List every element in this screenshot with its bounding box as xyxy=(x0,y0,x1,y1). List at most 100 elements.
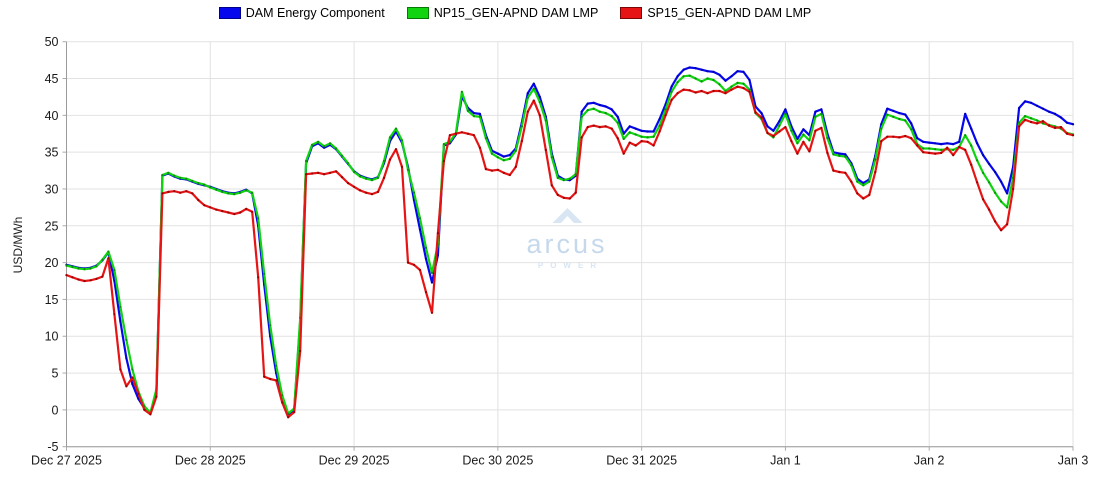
data-point-sp15-gen-apnd-dam-lmp xyxy=(544,148,547,151)
data-point-sp15-gen-apnd-dam-lmp xyxy=(1065,132,1069,135)
data-point-np15-gen-apnd-dam-lmp xyxy=(167,171,170,174)
data-point-dam-energy-component xyxy=(760,112,763,115)
data-point-dam-energy-component xyxy=(119,320,122,323)
data-point-np15-gen-apnd-dam-lmp xyxy=(784,112,787,115)
data-point-sp15-gen-apnd-dam-lmp xyxy=(1030,120,1033,124)
data-point-sp15-gen-apnd-dam-lmp xyxy=(928,151,931,154)
data-point-dam-energy-component xyxy=(916,137,919,140)
data-point-np15-gen-apnd-dam-lmp xyxy=(628,131,631,134)
legend-item-np15-gen-apnd-dam-lmp[interactable]: NP15_GEN-APND DAM LMP xyxy=(406,6,598,20)
data-point-sp15-gen-apnd-dam-lmp xyxy=(269,377,272,381)
data-point-np15-gen-apnd-dam-lmp xyxy=(796,142,799,145)
data-point-dam-energy-component xyxy=(125,357,128,360)
data-point-sp15-gen-apnd-dam-lmp xyxy=(652,144,655,147)
data-point-sp15-gen-apnd-dam-lmp xyxy=(406,261,410,264)
legend: DAM Energy Component NP15_GEN-APND DAM LM… xyxy=(0,6,1030,20)
data-point-np15-gen-apnd-dam-lmp xyxy=(808,139,811,142)
data-point-sp15-gen-apnd-dam-lmp xyxy=(496,168,499,171)
data-point-np15-gen-apnd-dam-lmp xyxy=(257,217,260,220)
data-point-np15-gen-apnd-dam-lmp xyxy=(370,179,374,182)
data-point-sp15-gen-apnd-dam-lmp xyxy=(65,274,68,277)
data-point-sp15-gen-apnd-dam-lmp xyxy=(173,190,176,193)
data-point-dam-energy-component xyxy=(1024,100,1027,103)
data-point-np15-gen-apnd-dam-lmp xyxy=(502,159,505,162)
data-point-np15-gen-apnd-dam-lmp xyxy=(598,110,601,113)
data-point-sp15-gen-apnd-dam-lmp xyxy=(808,150,811,153)
data-point-sp15-gen-apnd-dam-lmp xyxy=(484,168,487,171)
data-point-np15-gen-apnd-dam-lmp xyxy=(634,133,637,136)
data-point-np15-gen-apnd-dam-lmp xyxy=(670,90,673,93)
data-point-np15-gen-apnd-dam-lmp xyxy=(77,267,80,270)
data-point-dam-energy-component xyxy=(1041,107,1045,110)
data-point-dam-energy-component xyxy=(784,108,787,111)
data-point-np15-gen-apnd-dam-lmp xyxy=(347,162,350,165)
data-point-sp15-gen-apnd-dam-lmp xyxy=(706,92,709,95)
data-point-np15-gen-apnd-dam-lmp xyxy=(688,74,691,77)
legend-swatch-np15-gen-apnd-dam-lmp xyxy=(406,7,429,19)
data-point-np15-gen-apnd-dam-lmp xyxy=(934,148,937,151)
data-point-sp15-gen-apnd-dam-lmp xyxy=(922,151,925,154)
data-point-sp15-gen-apnd-dam-lmp xyxy=(233,212,236,216)
series-line-sp15-gen-apnd-dam-lmp[interactable] xyxy=(65,85,1075,419)
data-point-np15-gen-apnd-dam-lmp xyxy=(1024,115,1027,118)
data-point-sp15-gen-apnd-dam-lmp xyxy=(610,127,613,130)
data-point-dam-energy-component xyxy=(418,228,422,231)
data-point-np15-gen-apnd-dam-lmp xyxy=(359,175,362,178)
data-point-np15-gen-apnd-dam-lmp xyxy=(275,364,278,367)
legend-swatch-sp15-gen-apnd-dam-lmp xyxy=(620,7,643,19)
data-point-dam-energy-component xyxy=(670,85,673,88)
y-tick-label: 35 xyxy=(45,146,59,160)
data-point-sp15-gen-apnd-dam-lmp xyxy=(748,90,751,93)
data-point-np15-gen-apnd-dam-lmp xyxy=(730,85,733,88)
data-point-np15-gen-apnd-dam-lmp xyxy=(227,192,230,195)
data-point-np15-gen-apnd-dam-lmp xyxy=(880,127,883,130)
data-point-sp15-gen-apnd-dam-lmp xyxy=(502,171,505,174)
data-point-sp15-gen-apnd-dam-lmp xyxy=(988,208,991,211)
data-point-sp15-gen-apnd-dam-lmp xyxy=(1036,122,1039,125)
legend-item-sp15-gen-apnd-dam-lmp[interactable]: SP15_GEN-APND DAM LMP xyxy=(620,6,811,20)
data-point-np15-gen-apnd-dam-lmp xyxy=(862,184,865,187)
data-point-sp15-gen-apnd-dam-lmp xyxy=(898,136,901,139)
data-point-sp15-gen-apnd-dam-lmp xyxy=(143,408,146,411)
data-point-np15-gen-apnd-dam-lmp xyxy=(982,171,985,174)
data-point-sp15-gen-apnd-dam-lmp xyxy=(353,185,356,188)
data-point-np15-gen-apnd-dam-lmp xyxy=(814,115,817,118)
data-point-np15-gen-apnd-dam-lmp xyxy=(245,189,248,192)
watermark-subtext: POWER xyxy=(537,261,604,270)
series-line-np15-gen-apnd-dam-lmp[interactable] xyxy=(65,74,1075,415)
data-point-sp15-gen-apnd-dam-lmp xyxy=(472,134,475,137)
data-point-dam-energy-component xyxy=(526,92,529,95)
data-point-sp15-gen-apnd-dam-lmp xyxy=(820,126,823,129)
data-point-np15-gen-apnd-dam-lmp xyxy=(263,272,266,275)
y-tick-label: 10 xyxy=(45,330,59,344)
data-point-sp15-gen-apnd-dam-lmp xyxy=(341,176,344,179)
data-point-dam-energy-component xyxy=(898,112,901,115)
data-point-sp15-gen-apnd-dam-lmp xyxy=(754,111,757,114)
data-point-np15-gen-apnd-dam-lmp xyxy=(89,267,92,270)
data-point-np15-gen-apnd-dam-lmp xyxy=(718,83,721,86)
data-point-sp15-gen-apnd-dam-lmp xyxy=(910,137,913,140)
data-point-np15-gen-apnd-dam-lmp xyxy=(484,137,487,140)
data-point-np15-gen-apnd-dam-lmp xyxy=(574,173,577,176)
data-point-sp15-gen-apnd-dam-lmp xyxy=(586,126,589,129)
data-point-np15-gen-apnd-dam-lmp xyxy=(826,137,829,140)
data-point-sp15-gen-apnd-dam-lmp xyxy=(676,92,679,95)
series-line-dam-energy-component[interactable] xyxy=(65,66,1075,416)
data-point-sp15-gen-apnd-dam-lmp xyxy=(370,193,374,196)
data-point-dam-energy-component xyxy=(952,143,955,146)
legend-swatch-dam-energy-component xyxy=(218,7,241,19)
data-point-dam-energy-component xyxy=(610,108,613,111)
data-point-np15-gen-apnd-dam-lmp xyxy=(107,250,110,253)
data-point-dam-energy-component xyxy=(742,70,745,73)
data-point-np15-gen-apnd-dam-lmp xyxy=(940,148,943,151)
legend-item-dam-energy-component[interactable]: DAM Energy Component xyxy=(218,6,385,20)
data-point-dam-energy-component xyxy=(586,102,589,105)
watermark-brand: arcus xyxy=(526,229,608,259)
data-point-sp15-gen-apnd-dam-lmp xyxy=(1059,126,1063,129)
data-point-dam-energy-component xyxy=(688,66,691,69)
data-point-sp15-gen-apnd-dam-lmp xyxy=(868,193,871,196)
data-point-sp15-gen-apnd-dam-lmp xyxy=(724,92,727,95)
data-point-sp15-gen-apnd-dam-lmp xyxy=(646,140,649,143)
data-point-np15-gen-apnd-dam-lmp xyxy=(185,177,188,180)
